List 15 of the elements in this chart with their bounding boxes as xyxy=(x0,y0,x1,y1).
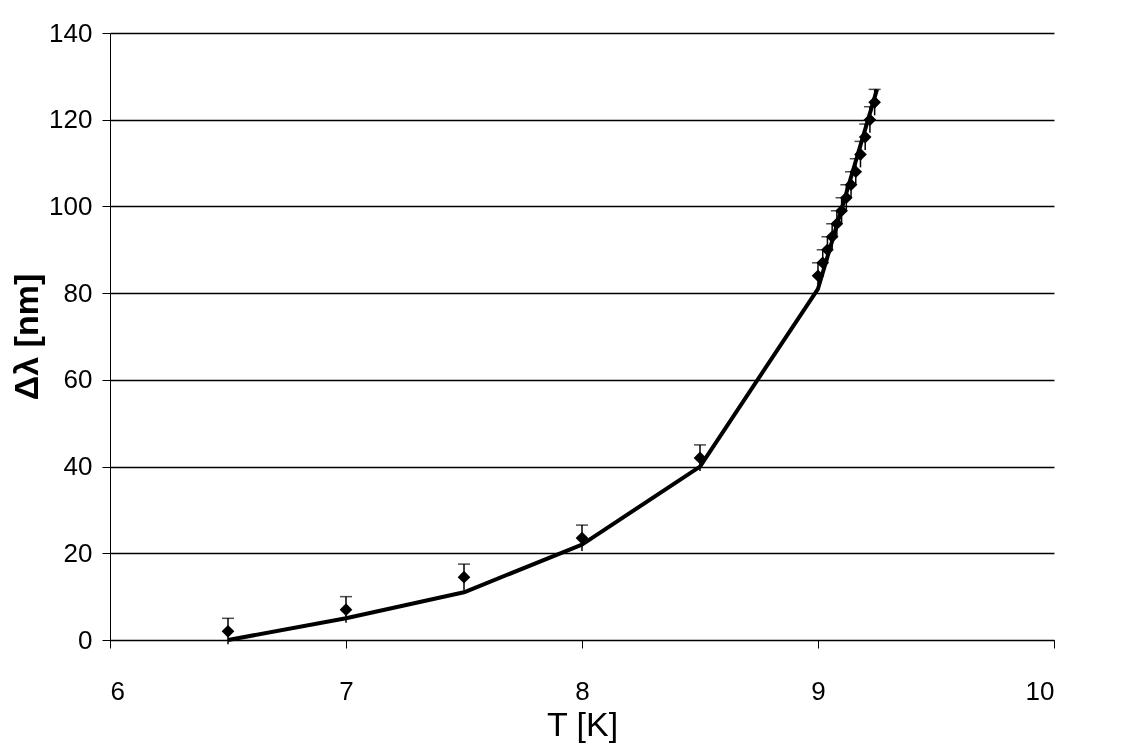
x-tick-label: 6 xyxy=(110,675,125,706)
y-tick-label: 80 xyxy=(63,277,93,308)
y-tick-label: 20 xyxy=(63,537,93,568)
x-tick-label: 8 xyxy=(575,675,590,706)
y-tick-label: 140 xyxy=(49,17,93,48)
y-tick-label: 60 xyxy=(63,364,93,395)
x-tick-label: 10 xyxy=(1025,675,1055,706)
x-tick-label: 9 xyxy=(811,675,826,706)
x-tick-label: 7 xyxy=(339,675,354,706)
y-tick-label: 120 xyxy=(49,104,93,135)
y-tick-label: 0 xyxy=(78,624,93,655)
y-axis-title: Δλ [nm] xyxy=(7,273,46,401)
x-axis-title: T [K] xyxy=(546,704,619,743)
y-tick-label: 100 xyxy=(49,190,93,221)
y-tick-label: 40 xyxy=(63,451,93,482)
